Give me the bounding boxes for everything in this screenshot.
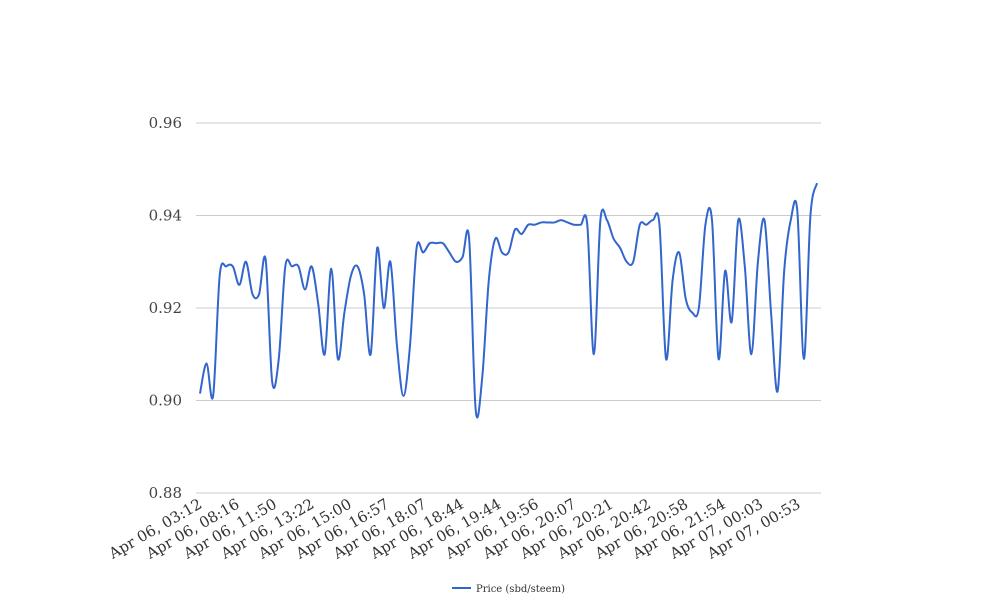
y-tick-label: 0.94 <box>149 207 182 225</box>
series-group <box>199 182 818 419</box>
gridlines <box>196 122 821 494</box>
legend-label: Price (sbd/steem) <box>476 584 565 595</box>
y-tick-label: 0.92 <box>149 299 182 317</box>
y-tick-label: 0.96 <box>149 114 182 132</box>
y-tick-label: 0.88 <box>149 484 182 502</box>
legend[interactable]: Price (sbd/steem) <box>452 584 565 595</box>
y-axis-tick-labels: 0.88 0.90 0.92 0.94 0.96 <box>149 114 182 502</box>
series-line-price <box>199 182 818 419</box>
y-tick-label: 0.90 <box>149 392 182 410</box>
